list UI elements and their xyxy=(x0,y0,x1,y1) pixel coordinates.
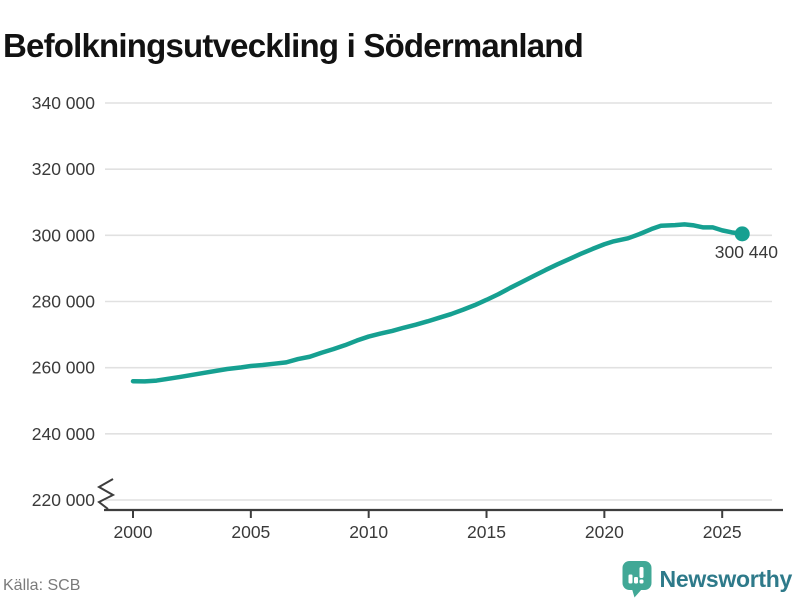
brand-logo: Newsworthy xyxy=(621,559,792,599)
x-tick-label: 2010 xyxy=(349,522,388,542)
end-value-label: 300 440 xyxy=(714,242,778,262)
y-tick-label: 260 000 xyxy=(32,358,96,378)
brand-name: Newsworthy xyxy=(659,565,793,592)
x-tick-label: 2000 xyxy=(114,522,153,542)
x-tick-label: 2015 xyxy=(467,522,506,542)
end-point-dot xyxy=(734,226,750,242)
population-line xyxy=(130,222,745,384)
y-tick-label: 340 000 xyxy=(32,93,96,113)
y-tick-label: 280 000 xyxy=(32,292,96,312)
source-credit: Källa: SCB xyxy=(3,577,81,594)
y-tick-label: 220 000 xyxy=(32,490,96,510)
newsworthy-icon xyxy=(622,561,652,598)
x-tick-label: 2020 xyxy=(585,522,624,542)
y-tick-label: 240 000 xyxy=(32,424,96,444)
x-tick-label: 2025 xyxy=(703,522,742,542)
chart-title: Befolkningsutveckling i Södermanland xyxy=(3,27,584,65)
axis-break-icon xyxy=(96,478,116,510)
x-tick-label: 2005 xyxy=(231,522,270,542)
y-tick-label: 320 000 xyxy=(32,159,96,179)
y-tick-label: 300 000 xyxy=(32,225,96,245)
